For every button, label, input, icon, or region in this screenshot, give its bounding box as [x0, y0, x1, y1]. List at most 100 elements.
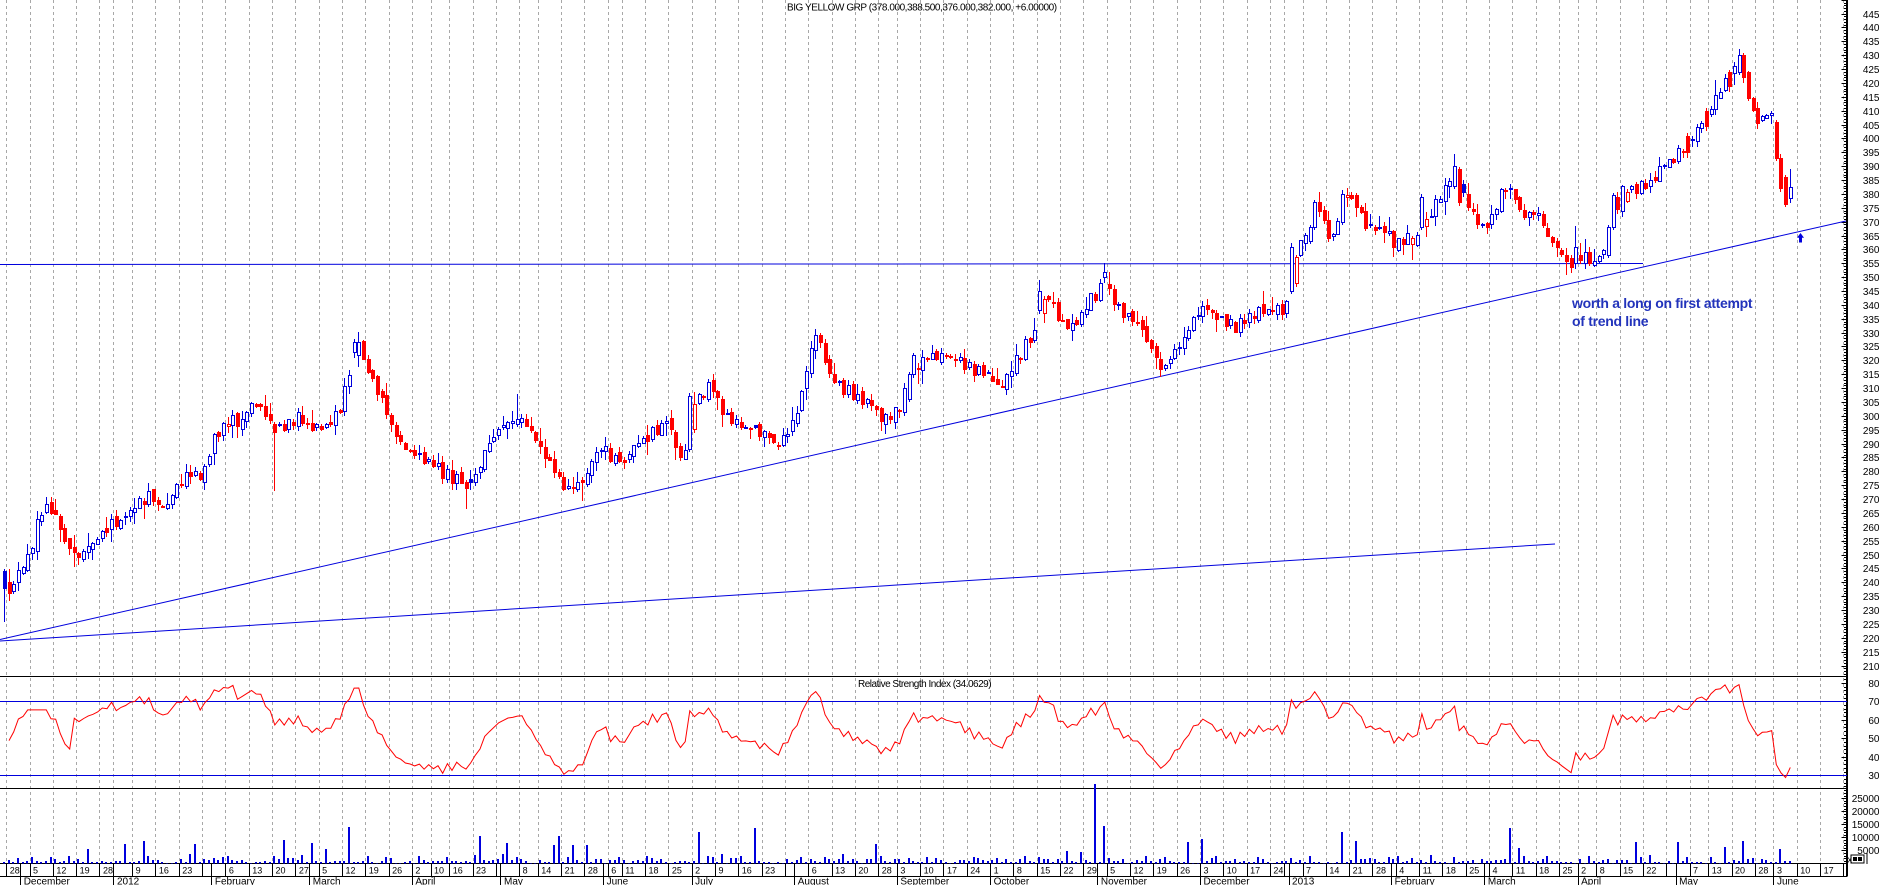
svg-text:300: 300: [1863, 412, 1880, 423]
svg-text:6: 6: [812, 866, 817, 876]
svg-text:375: 375: [1863, 204, 1880, 215]
svg-text:320: 320: [1863, 356, 1880, 367]
svg-text:19: 19: [80, 866, 90, 876]
svg-text:1: 1: [994, 866, 999, 876]
svg-text:2013: 2013: [1292, 877, 1315, 886]
svg-text:4: 4: [1399, 866, 1404, 876]
svg-text:21: 21: [1353, 866, 1363, 876]
svg-text:400: 400: [1863, 134, 1880, 145]
svg-text:250: 250: [1863, 551, 1880, 562]
svg-text:14: 14: [1329, 866, 1339, 876]
svg-text:May: May: [504, 877, 523, 886]
svg-text:405: 405: [1863, 121, 1880, 132]
svg-text:30: 30: [1868, 771, 1880, 782]
svg-text:255: 255: [1863, 537, 1880, 548]
svg-text:215: 215: [1863, 648, 1880, 659]
svg-text:335: 335: [1863, 315, 1880, 326]
svg-text:March: March: [1488, 877, 1516, 886]
svg-text:370: 370: [1863, 218, 1880, 229]
svg-text:16: 16: [453, 866, 463, 876]
svg-text:10: 10: [924, 866, 934, 876]
svg-text:355: 355: [1863, 259, 1880, 270]
svg-text:350: 350: [1863, 273, 1880, 284]
svg-text:345: 345: [1863, 287, 1880, 298]
svg-text:BIG YELLOW GRP (378.000,388.50: BIG YELLOW GRP (378.000,388.500,376.000,…: [787, 3, 1057, 14]
svg-text:3: 3: [1777, 866, 1782, 876]
svg-text:September: September: [900, 877, 950, 886]
svg-text:12: 12: [345, 866, 355, 876]
svg-text:December: December: [1203, 877, 1250, 886]
svg-text:7: 7: [1693, 866, 1698, 876]
svg-text:5: 5: [1110, 866, 1115, 876]
svg-text:May: May: [1679, 877, 1698, 886]
svg-text:245: 245: [1863, 564, 1880, 575]
svg-text:13: 13: [835, 866, 845, 876]
svg-text:15000: 15000: [1852, 820, 1880, 831]
svg-text:360: 360: [1863, 245, 1880, 256]
svg-text:26: 26: [1180, 866, 1190, 876]
svg-text:23: 23: [765, 866, 775, 876]
svg-text:17: 17: [1250, 866, 1260, 876]
svg-text:February: February: [1395, 877, 1435, 886]
svg-text:8: 8: [1600, 866, 1605, 876]
svg-text:7: 7: [1306, 866, 1311, 876]
svg-text:22: 22: [1064, 866, 1074, 876]
svg-text:445: 445: [1863, 10, 1880, 21]
svg-text:28: 28: [1376, 866, 1386, 876]
svg-text:435: 435: [1863, 37, 1880, 48]
svg-text:230: 230: [1863, 606, 1880, 617]
svg-text:10000: 10000: [1852, 833, 1880, 844]
svg-text:10: 10: [434, 866, 444, 876]
svg-text:December: December: [24, 877, 71, 886]
svg-text:2: 2: [695, 866, 700, 876]
svg-text:8: 8: [1017, 866, 1022, 876]
svg-text:March: March: [313, 877, 341, 886]
svg-text:10: 10: [1227, 866, 1237, 876]
svg-text:260: 260: [1863, 523, 1880, 534]
svg-text:10: 10: [1800, 866, 1810, 876]
svg-text:5: 5: [322, 866, 327, 876]
svg-text:340: 340: [1863, 301, 1880, 312]
svg-text:June: June: [607, 877, 629, 886]
svg-text:April: April: [1581, 877, 1601, 886]
svg-text:440: 440: [1863, 23, 1880, 34]
svg-text:6: 6: [229, 866, 234, 876]
svg-text:July: July: [695, 877, 713, 886]
svg-text:4: 4: [1493, 866, 1498, 876]
svg-text:15: 15: [1040, 866, 1050, 876]
svg-text:80: 80: [1868, 679, 1880, 690]
svg-text:285: 285: [1863, 453, 1880, 464]
svg-text:225: 225: [1863, 620, 1880, 631]
svg-text:2: 2: [415, 866, 420, 876]
svg-text:290: 290: [1863, 440, 1880, 451]
svg-text:20: 20: [858, 866, 868, 876]
svg-text:16: 16: [159, 866, 169, 876]
svg-text:325: 325: [1863, 342, 1880, 353]
svg-text:5000: 5000: [1857, 846, 1880, 857]
svg-text:25000: 25000: [1852, 794, 1880, 805]
svg-text:5: 5: [33, 866, 38, 876]
svg-text:330: 330: [1863, 329, 1880, 340]
svg-text:9: 9: [136, 866, 141, 876]
svg-text:12: 12: [1133, 866, 1143, 876]
svg-text:18: 18: [649, 866, 659, 876]
svg-text:20000: 20000: [1852, 807, 1880, 818]
svg-text:21: 21: [565, 866, 575, 876]
svg-text:310: 310: [1863, 384, 1880, 395]
svg-text:28: 28: [103, 866, 113, 876]
svg-text:430: 430: [1863, 51, 1880, 62]
svg-text:17: 17: [947, 866, 957, 876]
svg-text:16: 16: [742, 866, 752, 876]
svg-text:June: June: [1777, 877, 1799, 886]
svg-text:October: October: [994, 877, 1030, 886]
svg-text:235: 235: [1863, 592, 1880, 603]
svg-text:23: 23: [182, 866, 192, 876]
svg-text:395: 395: [1863, 148, 1880, 159]
svg-text:8: 8: [523, 866, 528, 876]
svg-text:425: 425: [1863, 65, 1880, 76]
svg-text:390: 390: [1863, 162, 1880, 173]
svg-text:2: 2: [1581, 866, 1586, 876]
svg-text:6: 6: [611, 866, 616, 876]
svg-text:11: 11: [1516, 866, 1525, 876]
svg-text:240: 240: [1863, 578, 1880, 589]
